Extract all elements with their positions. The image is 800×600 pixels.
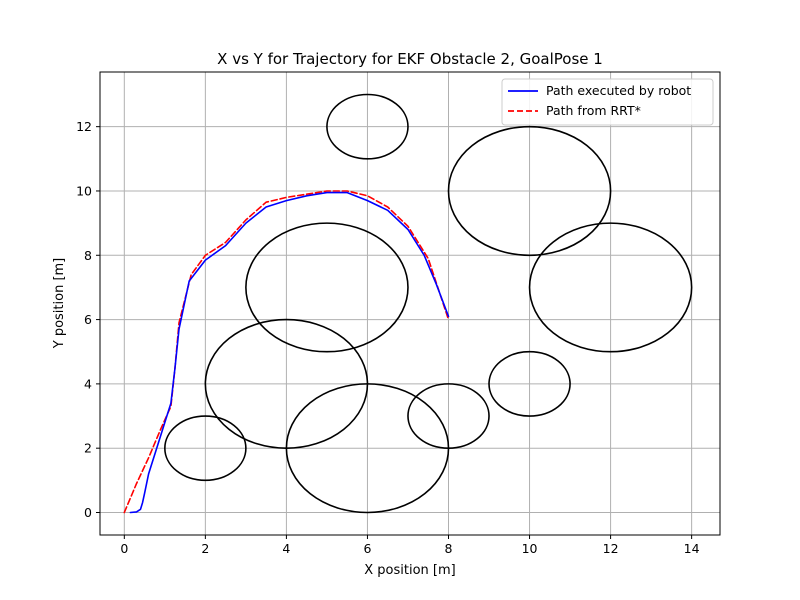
legend: Path executed by robot Path from RRT* (501, 78, 714, 126)
y-tick-label: 4 (84, 376, 92, 391)
y-tick-label: 10 (76, 183, 92, 198)
y-tick-label: 6 (84, 312, 92, 327)
rrt-path-line (123, 190, 450, 514)
obstacle-circle (326, 93, 409, 160)
y-axis-label: Y position [m] (52, 258, 67, 350)
obstacle-circle (447, 125, 612, 257)
x-ticks: 0 2 4 6 8 10 12 14 (120, 535, 700, 556)
x-tick-label: 4 (282, 541, 290, 556)
legend-label-robot-path: Path executed by robot (546, 83, 691, 98)
x-tick-label: 6 (363, 541, 371, 556)
y-tick-label: 2 (84, 441, 92, 456)
obstacle-circle (528, 222, 693, 353)
robot-path-line (129, 191, 450, 514)
grid (100, 72, 720, 535)
legend-label-rrt-path: Path from RRT* (546, 103, 641, 118)
x-tick-label: 0 (120, 541, 128, 556)
x-tick-label: 2 (201, 541, 209, 556)
obstacles (164, 93, 693, 514)
y-tick-label: 12 (76, 119, 92, 134)
x-tick-label: 10 (522, 541, 538, 556)
x-tick-label: 8 (445, 541, 453, 556)
chart-title: X vs Y for Trajectory for EKF Obstacle 2… (217, 50, 603, 68)
x-tick-label: 12 (603, 541, 619, 556)
obstacle-circle (245, 222, 409, 353)
plot-frame (99, 71, 721, 536)
y-ticks: 0 2 4 6 8 10 12 (76, 119, 100, 520)
obstacle-circle (164, 415, 247, 482)
y-tick-label: 8 (84, 248, 92, 263)
legend-box (501, 78, 714, 126)
obstacle-circle (407, 383, 490, 449)
x-tick-label: 14 (684, 541, 700, 556)
series-lines (123, 190, 450, 514)
y-tick-label: 0 (84, 505, 92, 520)
obstacle-circle (488, 350, 571, 417)
x-axis-label: X position [m] (364, 563, 455, 578)
